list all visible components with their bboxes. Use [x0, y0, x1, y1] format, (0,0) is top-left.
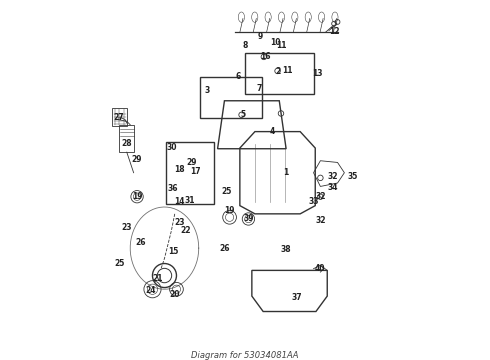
Text: 39: 39	[243, 215, 254, 224]
Text: 1: 1	[284, 168, 289, 177]
Text: 26: 26	[135, 238, 146, 247]
Text: 13: 13	[312, 69, 322, 78]
Text: 7: 7	[256, 84, 261, 93]
Text: 23: 23	[174, 218, 184, 227]
Text: 15: 15	[168, 247, 178, 256]
Bar	[119, 125, 134, 152]
Text: 40: 40	[315, 264, 326, 273]
Text: 32: 32	[315, 192, 326, 201]
Text: 5: 5	[241, 110, 246, 119]
Text: 4: 4	[270, 127, 275, 136]
Text: 2: 2	[275, 67, 280, 76]
Text: 34: 34	[327, 183, 338, 192]
Text: 8: 8	[243, 41, 247, 50]
Text: 25: 25	[115, 259, 125, 268]
Text: 23: 23	[122, 223, 132, 232]
Text: 36: 36	[168, 184, 178, 193]
Text: 14: 14	[174, 197, 185, 206]
Text: 35: 35	[348, 172, 358, 181]
Text: 17: 17	[190, 167, 200, 176]
Text: 29: 29	[132, 154, 142, 163]
Text: 32: 32	[315, 216, 326, 225]
Text: 37: 37	[291, 293, 302, 302]
Text: 12: 12	[329, 27, 340, 36]
Text: 32: 32	[327, 172, 338, 181]
Text: 26: 26	[219, 244, 230, 253]
Text: 28: 28	[122, 139, 132, 148]
Text: 10: 10	[270, 38, 281, 47]
Text: 25: 25	[221, 187, 231, 196]
Text: 3: 3	[205, 86, 210, 95]
Text: 22: 22	[181, 226, 191, 235]
Text: 6: 6	[236, 72, 241, 81]
Text: 33: 33	[308, 197, 319, 206]
Text: 27: 27	[113, 113, 123, 122]
Text: Diagram for 53034081AA: Diagram for 53034081AA	[191, 351, 299, 360]
Text: 20: 20	[170, 290, 180, 299]
Text: 21: 21	[152, 274, 163, 283]
Text: 11: 11	[283, 66, 293, 75]
Text: 19: 19	[224, 206, 235, 215]
Text: 30: 30	[166, 143, 176, 152]
Text: 29: 29	[187, 158, 197, 167]
Text: 9: 9	[258, 32, 263, 41]
Text: 16: 16	[260, 53, 271, 62]
Text: 11: 11	[276, 41, 286, 50]
Text: 31: 31	[184, 195, 195, 204]
Text: 38: 38	[281, 245, 292, 254]
Text: 18: 18	[174, 165, 185, 174]
Text: 24: 24	[146, 287, 156, 296]
Text: 19: 19	[132, 192, 142, 201]
